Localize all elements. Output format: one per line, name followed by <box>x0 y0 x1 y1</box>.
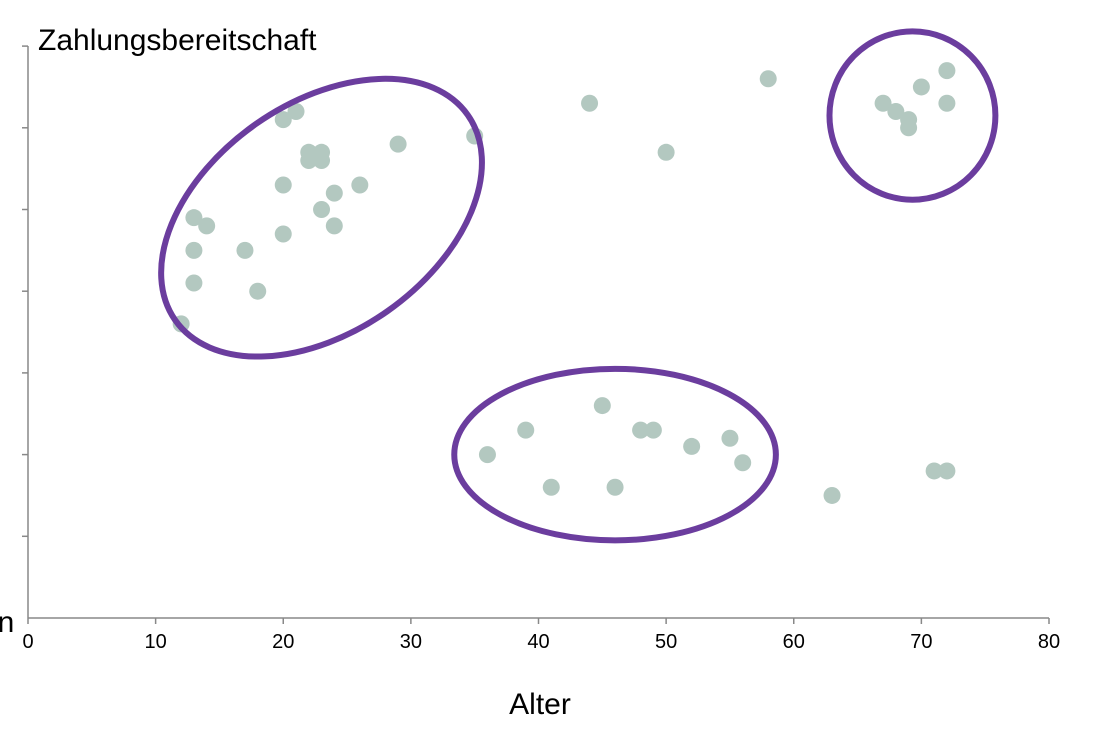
data-point <box>185 209 203 227</box>
data-point <box>606 478 624 496</box>
data-point <box>300 151 318 169</box>
data-point <box>185 274 203 292</box>
data-point <box>632 421 650 439</box>
x-axis-title: Alter <box>509 688 571 721</box>
x-axis-tick-label: 80 <box>1038 631 1060 653</box>
x-axis-tick-label: 0 <box>22 631 33 653</box>
x-axis-tick-label: 50 <box>655 631 677 653</box>
data-point <box>925 462 943 480</box>
y-origin-label: n <box>0 606 14 639</box>
y-axis-title: Zahlungsbereitschaft <box>38 24 317 57</box>
x-axis-tick-label: 20 <box>272 631 294 653</box>
data-point <box>478 446 496 464</box>
cluster-ellipse <box>826 28 999 203</box>
x-axis-tick-label: 40 <box>527 631 549 653</box>
data-point <box>734 454 752 472</box>
data-point <box>274 176 292 194</box>
data-point <box>912 78 930 96</box>
data-point <box>900 119 918 137</box>
data-point <box>249 282 267 300</box>
x-axis-tick-labels: 0 10 20 30 40 50 60 70 80 <box>22 631 1060 653</box>
data-points <box>172 62 956 504</box>
data-point <box>874 94 892 112</box>
cluster-annotations <box>158 28 999 544</box>
data-point <box>593 397 611 415</box>
cluster-ellipse <box>158 75 485 360</box>
data-point <box>313 151 331 169</box>
data-point <box>542 478 560 496</box>
cluster-ellipse <box>451 365 779 544</box>
data-point <box>644 421 662 439</box>
data-point <box>683 437 701 455</box>
data-point <box>185 241 203 259</box>
data-point <box>517 421 535 439</box>
data-point <box>236 241 254 259</box>
data-point <box>274 111 292 129</box>
data-point <box>657 143 675 161</box>
data-point <box>938 462 956 480</box>
data-point <box>325 217 343 235</box>
data-point <box>198 217 216 235</box>
y-axis-ticks <box>22 45 28 538</box>
data-point <box>938 94 956 112</box>
x-axis-tick-label: 70 <box>910 631 932 653</box>
data-point <box>325 184 343 202</box>
x-axis-tick-label: 30 <box>400 631 422 653</box>
data-point <box>759 70 777 88</box>
data-point <box>351 176 369 194</box>
x-axis-ticks <box>27 618 1050 624</box>
data-point <box>721 429 739 447</box>
data-point <box>938 62 956 80</box>
data-point <box>887 102 905 120</box>
data-point <box>274 225 292 243</box>
data-point <box>287 102 305 120</box>
x-axis-tick-label: 10 <box>145 631 167 653</box>
x-axis-tick-label: 60 <box>783 631 805 653</box>
data-point <box>581 94 599 112</box>
data-point <box>389 135 407 153</box>
data-point <box>823 486 841 504</box>
data-point <box>313 201 331 218</box>
